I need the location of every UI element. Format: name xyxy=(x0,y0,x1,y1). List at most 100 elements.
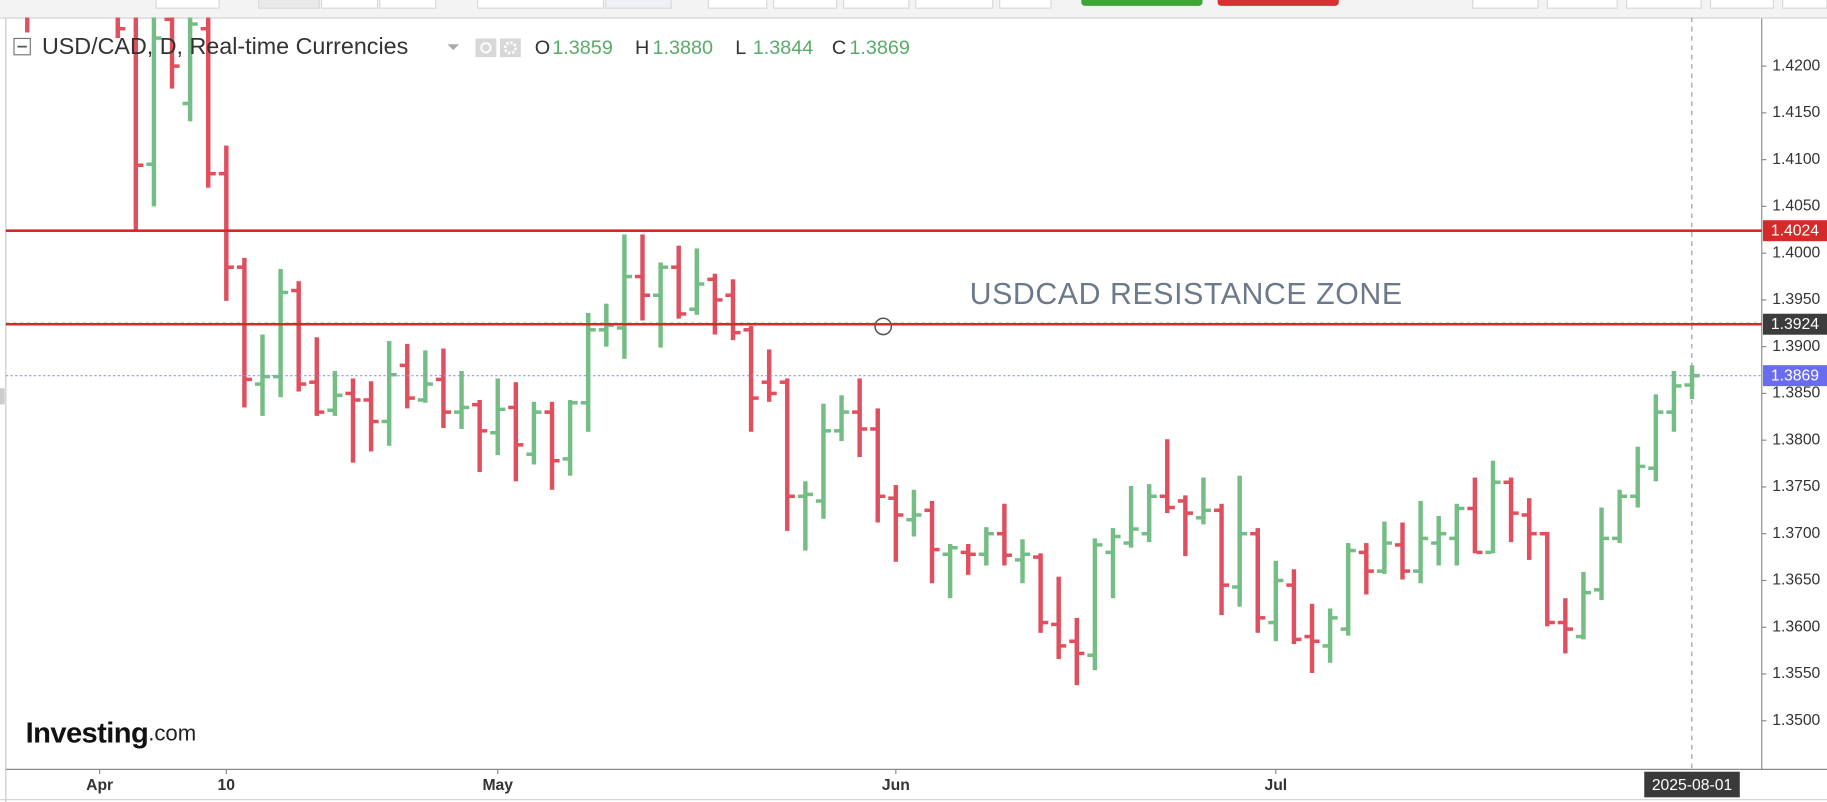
ohlc-bar xyxy=(580,312,596,432)
ohlc-bar xyxy=(381,341,397,446)
ohlc-bar xyxy=(291,281,307,392)
bar-range xyxy=(1273,560,1279,642)
bar-close xyxy=(1006,553,1012,557)
ohlc-bar xyxy=(960,543,976,575)
eye-icon[interactable] xyxy=(475,38,497,58)
ohlc-bar xyxy=(1123,486,1139,548)
bar-open xyxy=(146,162,153,167)
side-handle[interactable] xyxy=(0,388,5,405)
bar-range xyxy=(1545,531,1550,627)
bar-close xyxy=(1512,511,1519,515)
bar-open xyxy=(870,427,876,431)
toolbar-button[interactable] xyxy=(605,0,672,9)
toolbar-button[interactable] xyxy=(379,0,437,9)
bar-close xyxy=(409,396,415,400)
bar-range xyxy=(857,378,862,458)
toolbar-button[interactable] xyxy=(707,0,768,9)
bar-range xyxy=(495,378,500,456)
bar-range xyxy=(1671,370,1677,432)
ohlc-bar xyxy=(1630,446,1646,508)
y-tick-label: 1.3850 xyxy=(1772,385,1820,402)
bar-open xyxy=(1648,466,1655,470)
price-label-box xyxy=(1762,365,1827,387)
toolbar-button[interactable] xyxy=(999,0,1052,9)
ohlc-bar xyxy=(707,273,723,335)
ohlc-value: 1.3844 xyxy=(753,37,814,59)
bar-open xyxy=(797,494,804,499)
bar-range xyxy=(1038,553,1043,633)
bar-close xyxy=(354,398,361,402)
annotation-handle[interactable] xyxy=(874,317,893,336)
bar-open xyxy=(924,508,931,513)
bar-range xyxy=(224,145,229,301)
bar-range xyxy=(459,370,464,429)
bar-open xyxy=(417,398,424,402)
bar-range xyxy=(25,17,30,33)
bar-open xyxy=(1286,583,1293,587)
bar-open xyxy=(381,419,388,424)
toolbar-button[interactable] xyxy=(321,0,379,9)
sell-button[interactable] xyxy=(1217,0,1339,6)
bar-open xyxy=(761,380,768,384)
toolbar-button[interactable] xyxy=(258,0,320,9)
buy-button[interactable] xyxy=(1081,0,1203,6)
bar-open xyxy=(435,377,442,382)
bar-open xyxy=(508,405,515,410)
ohlc-bar xyxy=(815,403,832,519)
ohlc-bar xyxy=(1539,531,1555,627)
ohlc-bar xyxy=(1376,521,1392,574)
ohlc-bar xyxy=(164,17,180,89)
settings-icon[interactable] xyxy=(499,38,521,58)
ohlc-bar xyxy=(888,485,904,562)
toolbar-button[interactable] xyxy=(1472,0,1539,9)
ohlc-bar xyxy=(200,17,216,188)
bar-open xyxy=(743,328,750,332)
bar-open xyxy=(598,328,605,332)
bar-close xyxy=(680,312,687,316)
annotation-text: USDCAD RESISTANCE ZONE xyxy=(970,278,1403,311)
bar-close xyxy=(1386,541,1392,545)
bar-range xyxy=(296,281,301,392)
bar-open xyxy=(1376,569,1383,573)
bar-open xyxy=(671,265,677,269)
bar-range xyxy=(1327,608,1333,663)
bar-open xyxy=(1232,585,1238,589)
toolbar-button[interactable] xyxy=(155,0,220,9)
bar-close xyxy=(390,372,397,377)
ohlc-bar xyxy=(1648,394,1664,482)
toolbar-bg xyxy=(0,0,1827,18)
toolbar-button[interactable] xyxy=(1626,0,1702,9)
bar-open xyxy=(689,307,696,312)
bar-close xyxy=(1567,627,1573,631)
bar-range xyxy=(314,337,320,416)
bar-open xyxy=(1557,620,1564,625)
toolbar-button[interactable] xyxy=(1546,0,1618,9)
ohlc-bar xyxy=(1503,477,1519,543)
ohlc-bar xyxy=(689,248,705,315)
bar-close xyxy=(1259,616,1266,620)
ohlc-bar xyxy=(1612,489,1628,544)
dropdown-arrow[interactable] xyxy=(447,44,460,51)
eye-icon-glyph xyxy=(480,42,492,54)
bar-open xyxy=(653,293,659,297)
bar-close xyxy=(662,265,669,269)
bar-range xyxy=(766,349,772,402)
ohlc-key: L xyxy=(735,37,746,59)
ohlc-bar xyxy=(544,401,560,490)
bar-range xyxy=(803,481,808,551)
toolbar-button[interactable] xyxy=(477,0,605,9)
toolbar-button[interactable] xyxy=(915,0,994,9)
bar-close xyxy=(1078,651,1085,656)
ohlc-bar xyxy=(978,527,994,566)
toolbar-button[interactable] xyxy=(1782,0,1827,9)
bar-range xyxy=(368,381,374,452)
bar-open xyxy=(707,277,714,282)
bar-close xyxy=(499,407,506,412)
bar-range xyxy=(386,341,392,446)
toolbar-button[interactable] xyxy=(773,0,838,9)
bar-range xyxy=(1382,521,1387,574)
y-tick-label: 1.3750 xyxy=(1772,478,1820,495)
toolbar-button[interactable] xyxy=(1709,0,1774,9)
toolbar-button[interactable] xyxy=(843,0,910,9)
bar-close xyxy=(553,459,560,463)
